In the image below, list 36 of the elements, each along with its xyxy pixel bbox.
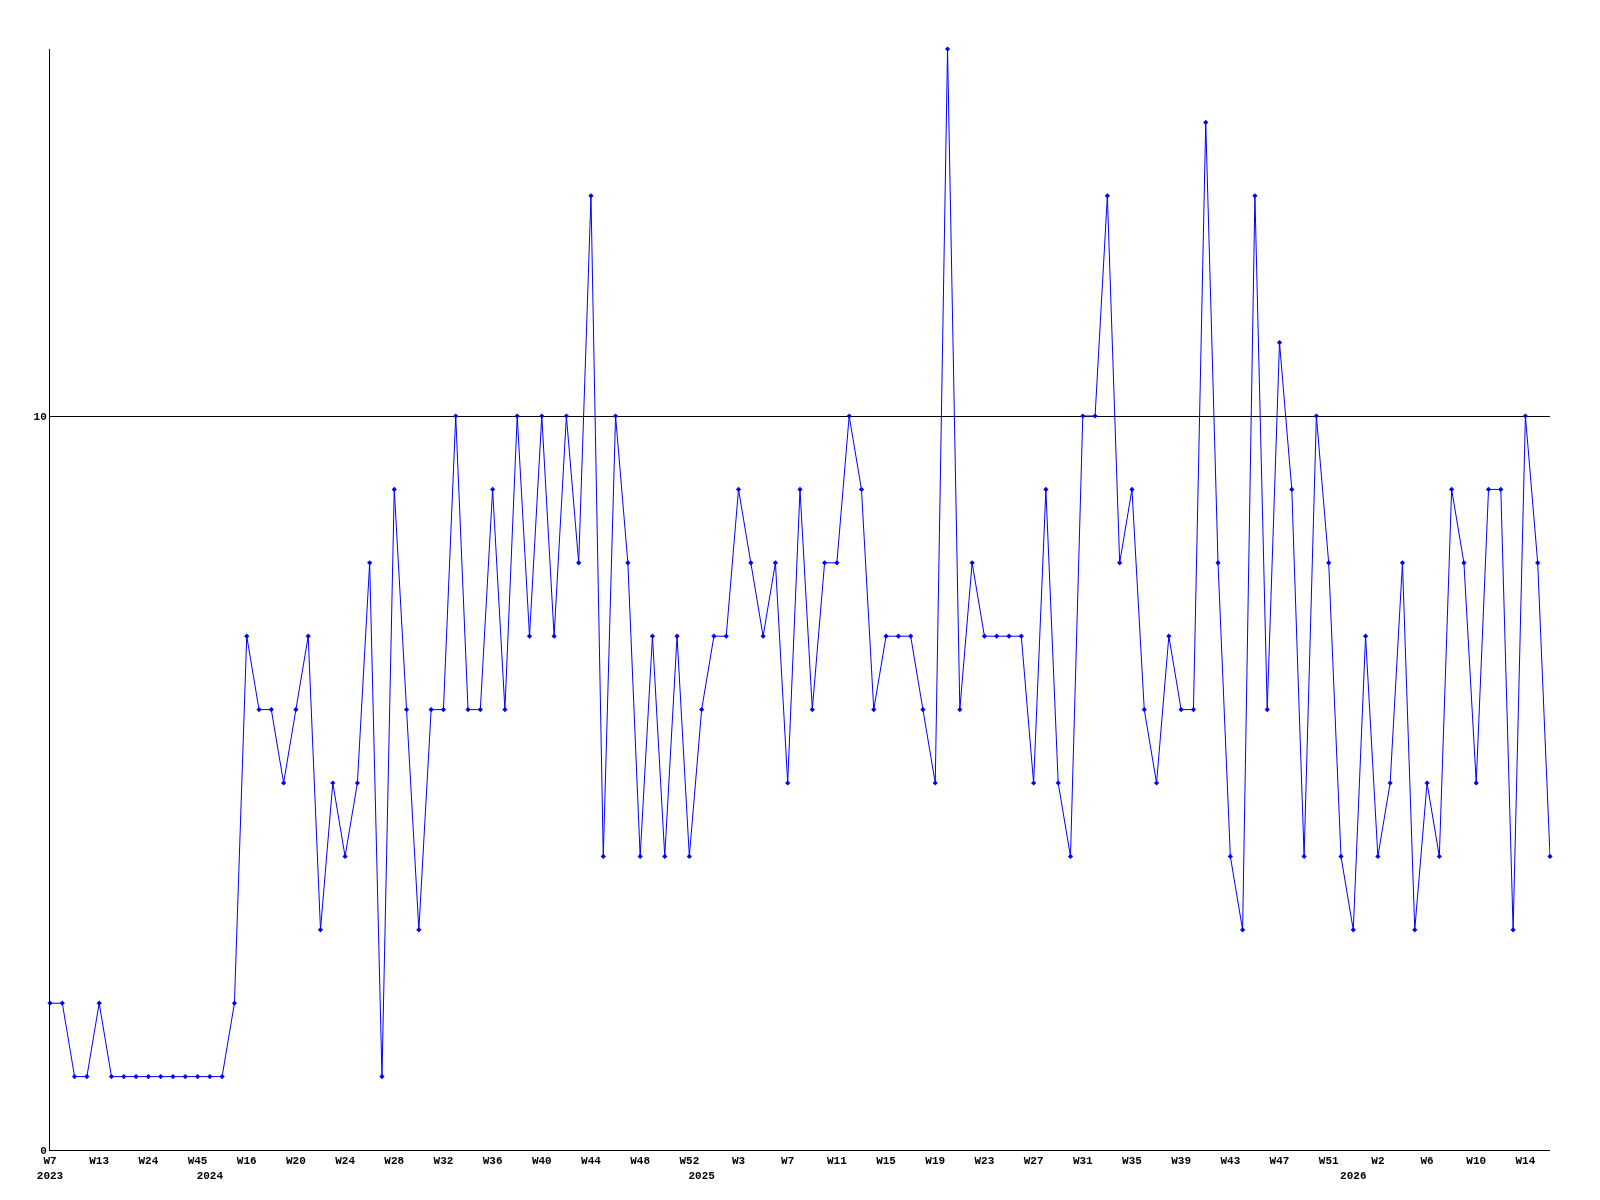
x-tick-label: W15 <box>876 1155 897 1168</box>
x-tick-label: W32 <box>433 1155 454 1168</box>
y-tick-label: 10 <box>33 410 47 423</box>
x-tick-label: W45 <box>187 1155 208 1168</box>
x-tick-label: 2025 <box>688 1169 716 1182</box>
x-tick-label: W10 <box>1466 1155 1487 1168</box>
x-tick-label: W6 <box>1420 1155 1434 1168</box>
x-tick-label: W3 <box>731 1155 746 1168</box>
x-tick-label: W31 <box>1072 1155 1094 1168</box>
x-tick-label: 2024 <box>196 1169 224 1182</box>
x-tick-label: W40 <box>531 1155 552 1168</box>
x-tick-label: W13 <box>89 1155 110 1168</box>
x-tick-label: W7 <box>781 1155 795 1168</box>
x-tick-label: W11 <box>826 1155 848 1168</box>
x-tick-label: W35 <box>1122 1155 1143 1168</box>
x-tick-label: W39 <box>1171 1155 1192 1168</box>
x-tick-label: W20 <box>285 1155 306 1168</box>
x-tick-label: W27 <box>1023 1155 1044 1168</box>
x-tick-label: W52 <box>679 1155 700 1168</box>
x-tick-label: W7 2023 <box>36 1155 64 1182</box>
x-tick-label: W24 <box>335 1155 356 1168</box>
x-tick-label: W14 <box>1515 1155 1536 1168</box>
x-tick-label: W16 <box>236 1155 257 1168</box>
x-tick-label: W47 <box>1269 1155 1290 1168</box>
x-tick-label: W43 <box>1220 1155 1241 1168</box>
x-tick-label: W19 <box>925 1155 946 1168</box>
x-tick-label: W24 <box>138 1155 159 1168</box>
x-tick-label: W2 <box>1371 1155 1385 1168</box>
x-tick-label: W36 <box>482 1155 503 1168</box>
y-tick-label: 0 <box>40 1144 47 1157</box>
x-tick-label: W23 <box>974 1155 995 1168</box>
x-tick-label: W51 <box>1318 1155 1339 1168</box>
x-tick-label: W44 <box>581 1155 602 1168</box>
x-tick-label: W48 <box>630 1155 651 1168</box>
x-tick-label: W28 <box>384 1155 405 1168</box>
x-tick-label: 2026 <box>1340 1169 1367 1182</box>
